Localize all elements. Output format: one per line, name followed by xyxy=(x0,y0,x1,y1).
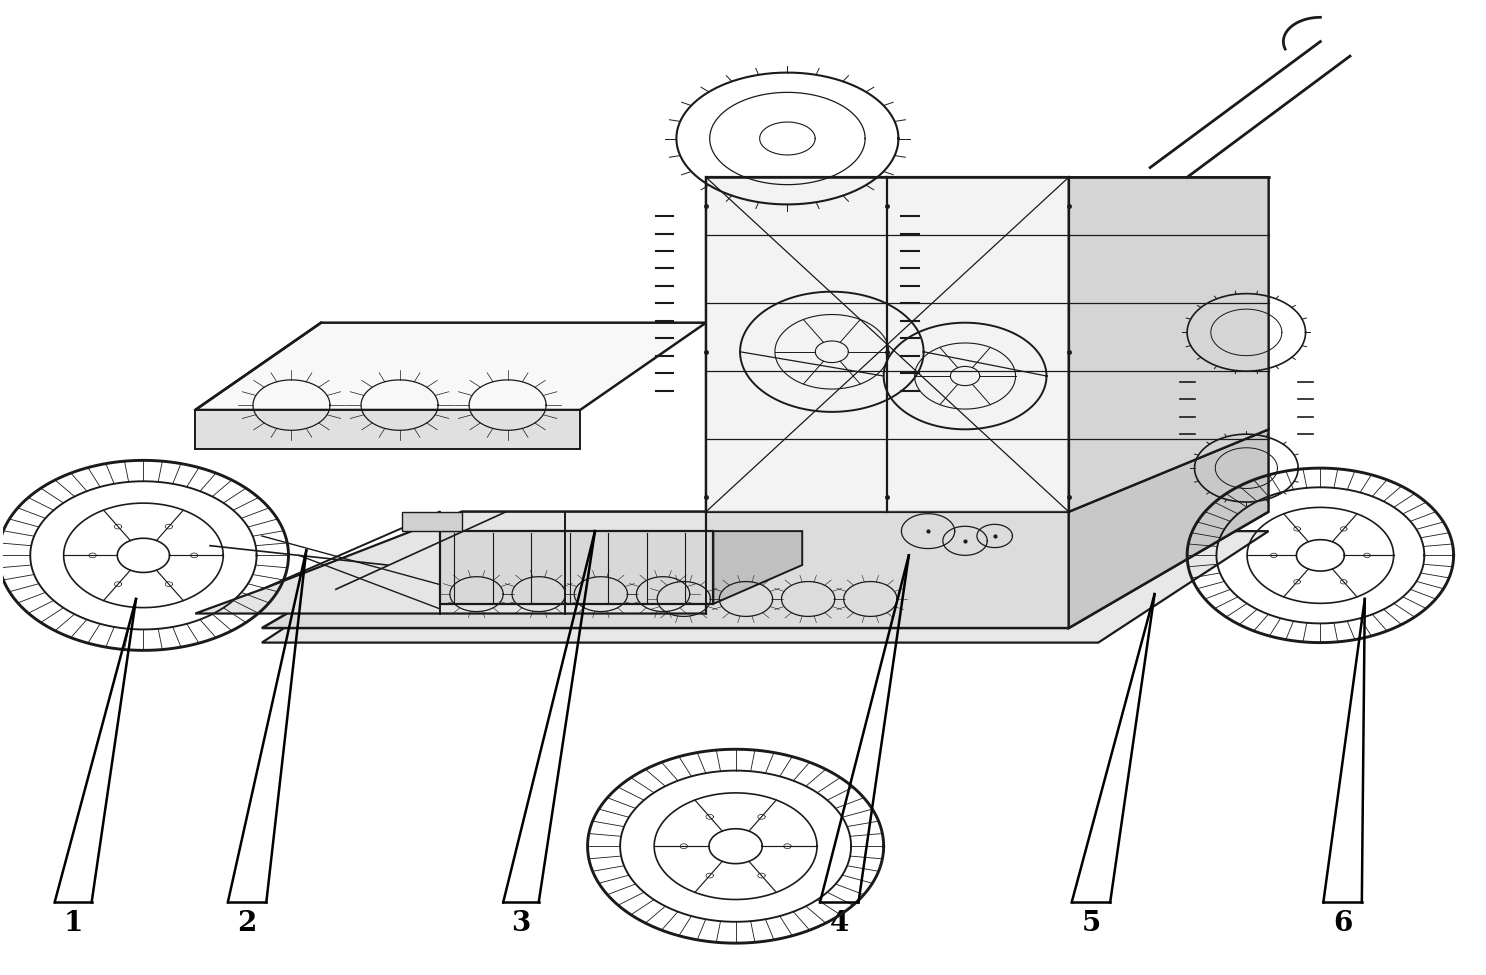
Polygon shape xyxy=(195,512,706,613)
Polygon shape xyxy=(1068,429,1269,628)
Polygon shape xyxy=(262,531,1269,643)
Polygon shape xyxy=(195,323,706,410)
Polygon shape xyxy=(706,177,1068,512)
Polygon shape xyxy=(403,512,462,531)
Polygon shape xyxy=(1068,177,1269,512)
Polygon shape xyxy=(440,531,713,604)
Polygon shape xyxy=(713,531,802,604)
Text: 2: 2 xyxy=(238,911,257,937)
Text: 3: 3 xyxy=(511,911,531,937)
Polygon shape xyxy=(706,177,1269,512)
Text: 5: 5 xyxy=(1082,911,1101,937)
Text: 6: 6 xyxy=(1333,911,1352,937)
Polygon shape xyxy=(262,512,1269,628)
Text: 1: 1 xyxy=(64,911,83,937)
Text: 4: 4 xyxy=(829,911,849,937)
Polygon shape xyxy=(195,410,580,449)
